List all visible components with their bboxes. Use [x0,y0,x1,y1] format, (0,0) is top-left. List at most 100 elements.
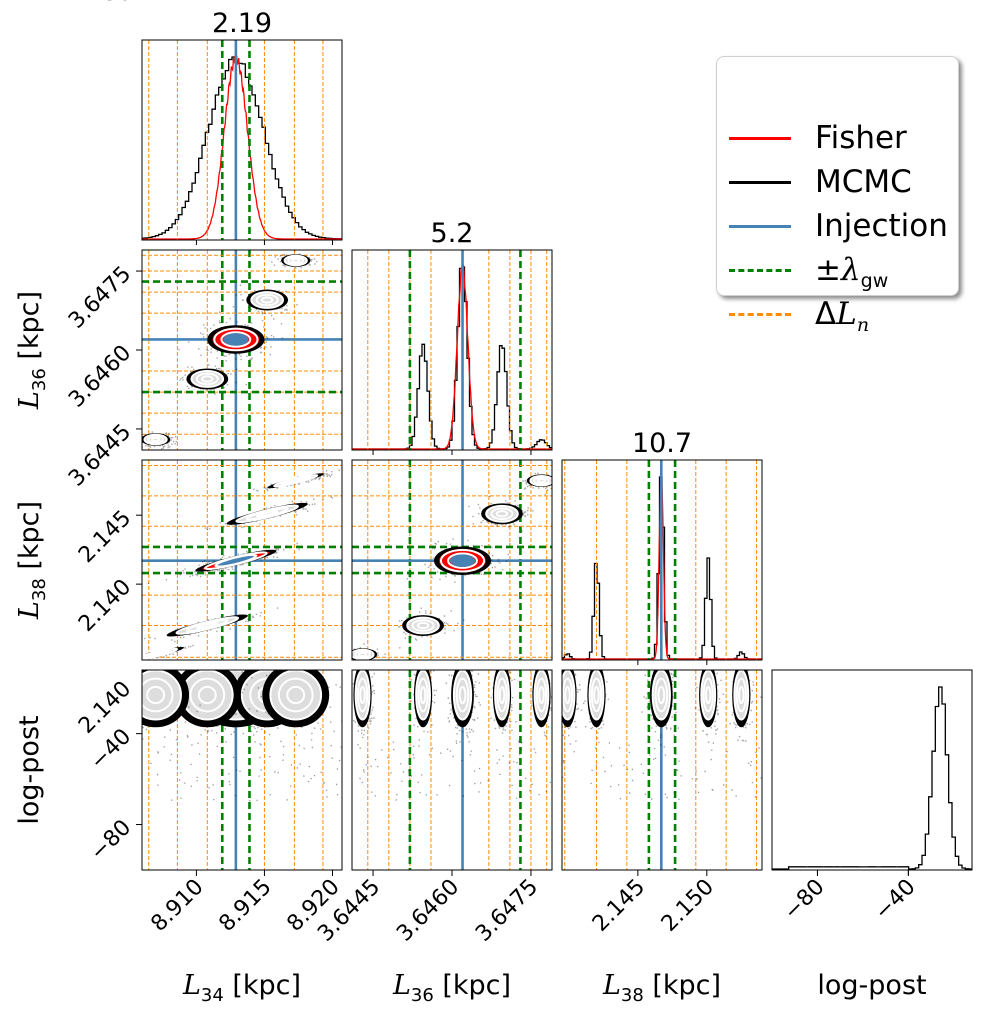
mode-0-contour [657,685,666,705]
mode-2-contour [593,685,600,705]
mode-1-contour [704,685,712,705]
x-axis-label-3: log-post [817,970,926,1001]
y-tick-label: 3.6460 [64,341,136,413]
y-axis-label-1: L38 [kpc] [14,501,50,620]
mode-2-contour [197,685,217,705]
legend-swatch-injection [729,225,791,228]
mode-1-contour [498,685,506,705]
y-tick-label: 3.6445 [64,420,136,492]
x-axis-label-2: L38 [kpc] [602,970,721,1006]
x-tick-label: −40 [870,875,921,926]
mode-0-contour [455,677,470,713]
hist-fisher-L34 [142,53,342,240]
scatter-L36-L38 [352,460,552,660]
mode-1-contour [235,504,299,524]
y-axis-label-0: L36 [kpc] [14,291,50,410]
mode-4-contour [142,677,174,713]
mode-0-injection-dot [223,333,249,346]
legend-label-fisher: Fisher [815,120,907,156]
mode-0-injection-dot [449,554,476,567]
mode-1-contour [245,507,289,521]
scatter-L34-L36 [142,250,342,450]
legend: Fisher MCMC Injection ±λgw ΔLn [716,56,959,336]
hist-L36 [352,250,552,450]
legend-item-injection: Injection [717,204,958,248]
y-tick-label: 2.140 [74,575,136,637]
y-tick-label: 2.150 [69,0,132,6]
legend-label-mcmc: MCMC [815,164,912,200]
mode-4-contour [142,670,182,721]
legend-label-lambda-gw: ±λgw [815,252,889,293]
legend-swatch-mcmc [729,181,791,184]
x-tick-label: 2.145 [588,875,650,937]
diag-title-0: 2.19 [212,8,272,39]
diag-title-2: 10.7 [632,428,692,459]
panel-frame-3-2 [561,669,763,871]
hist-mcmc-logpost [772,686,972,870]
mode-3-contour [269,670,323,721]
mode-4-contour [357,651,368,658]
legend-item-mcmc: MCMC [717,160,958,204]
mode-3-contour [287,477,304,484]
scatter-L38-logpost [562,670,762,870]
panel-frame-3-3 [771,669,973,871]
mode-2-contour [189,677,226,713]
panel-frame-2-2 [561,459,763,661]
y-axis-label-2: log-post [14,715,45,824]
mode-0-contour [458,685,467,705]
mode-1-contour [702,677,714,713]
x-tick-label: 2.150 [657,875,719,937]
y-tick-label: 2.145 [74,506,136,568]
mode-0-contour [213,327,259,352]
scatter-L36-logpost [352,670,552,870]
x-tick-label: 3.6475 [471,875,543,947]
mode-0-injection-dot [217,555,254,566]
x-tick-label: −80 [779,875,830,926]
panel-bg-0-0 [142,40,342,240]
mode-2-contour [195,372,219,386]
mode-3-contour [291,257,301,264]
mode-3-contour [533,476,550,485]
panel-frame-2-1 [351,459,553,661]
mode-3-contour [536,478,547,484]
scatter-L34-logpost [142,670,342,870]
mode-3-contour [535,677,548,713]
legend-label-injection: Injection [815,208,948,244]
diag-title-1: 5.2 [431,218,474,249]
mode-3-contour [738,685,745,705]
mode-2-contour [411,619,435,632]
scatter-L34-L38 [142,460,342,660]
mode-1-contour [496,677,508,713]
mode-4-contour [564,685,571,705]
mode-3-contour [735,677,747,713]
panel-bg-1-1 [352,250,552,450]
y-tick-label: −80 [86,815,137,866]
y-tick-label: 3.6475 [64,262,136,334]
panel-frame-0-0 [141,39,343,241]
legend-item-fisher: Fisher [717,116,958,160]
legend-swatch-fisher [729,137,791,140]
mode-1-contour [495,510,509,518]
mode-0-contour [220,331,252,348]
mode-2-contour [196,621,219,630]
x-axis-label-1: L36 [kpc] [392,970,511,1006]
mode-2-contour [419,685,427,705]
mode-4-contour [147,435,164,444]
hist-logpost [772,686,972,870]
mode-4-contour [354,650,371,659]
panel-frame-3-0 [141,669,343,871]
x-axis-label-0: L34 [kpc] [182,970,301,1006]
legend-swatch-delta-l [729,313,791,316]
x-tick-label: 3.6460 [392,875,464,947]
mode-4-contour [146,685,166,705]
legend-item-lambda-gw: ±λgw [717,248,958,292]
mode-0-contour [447,552,478,569]
mode-4-contour [562,677,574,713]
mode-2-contour [185,618,229,633]
mode-3-contour [538,685,545,705]
mode-4-contour [147,651,164,658]
legend-item-delta-l: ΔLn [717,292,958,336]
mode-2-contour [175,616,240,635]
hist-L34 [142,40,342,240]
